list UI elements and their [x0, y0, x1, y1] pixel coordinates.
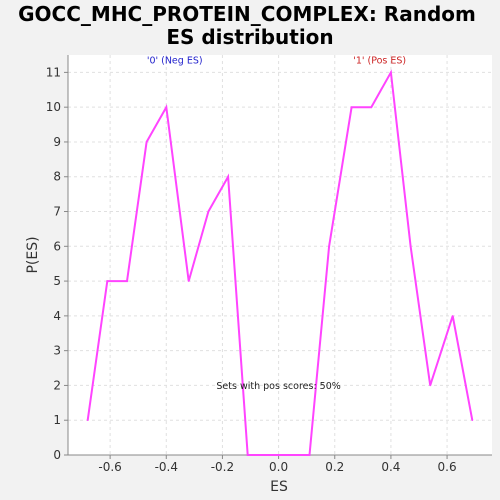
x-tick-label: 0.4 — [381, 460, 400, 474]
annotation-label: '1' (Pos ES) — [353, 56, 406, 67]
data-point — [328, 245, 330, 248]
data-point — [207, 210, 210, 213]
y-tick-label: 0 — [53, 448, 61, 462]
y-tick-label: 5 — [53, 274, 61, 288]
x-tick-label: -0.2 — [211, 460, 234, 474]
x-tick-label: -0.6 — [98, 460, 121, 474]
x-tick-label: 0.2 — [325, 460, 344, 474]
data-point — [227, 175, 229, 178]
data-point — [187, 280, 190, 282]
y-tick-label: 6 — [53, 239, 61, 253]
chart-title-line1: GOCC_MHC_PROTEIN_COMPLEX: Random — [18, 2, 476, 26]
data-point — [451, 315, 454, 317]
data-point — [471, 419, 474, 422]
data-point — [106, 280, 109, 282]
y-axis-label: P(ES) — [25, 236, 41, 273]
data-point — [429, 384, 432, 387]
x-tick-label: 0.6 — [438, 460, 457, 474]
annotation-layer: '0' (Neg ES) '1' (Pos ES) Sets with pos sc… — [147, 56, 406, 392]
plot-area — [68, 55, 492, 455]
y-tick-label: 8 — [53, 170, 61, 184]
data-point — [350, 106, 353, 108]
y-tick-label: 1 — [53, 413, 61, 427]
x-tick-label: 0.0 — [269, 460, 288, 474]
data-point — [390, 71, 392, 74]
series-line — [86, 69, 474, 456]
data-point — [266, 454, 269, 456]
data-point — [246, 454, 249, 456]
data-point — [370, 106, 373, 108]
data-point — [86, 419, 89, 422]
data-point — [308, 454, 311, 456]
y-tick-label: 7 — [53, 205, 61, 219]
y-tick-label: 10 — [46, 100, 61, 114]
annotation-label: Sets with pos scores: 50% — [216, 381, 340, 392]
data-point — [126, 280, 128, 282]
y-tick-label: 9 — [53, 135, 61, 149]
x-axis-label: ES — [270, 479, 288, 495]
data-point — [289, 454, 291, 456]
x-tick-label: -0.4 — [155, 460, 178, 474]
grid-layer — [68, 55, 492, 456]
y-tick-label: 4 — [53, 309, 61, 323]
y-tick-label: 2 — [53, 378, 61, 392]
annotation-label: '0' (Neg ES) — [147, 56, 203, 67]
data-point — [409, 245, 412, 248]
data-point — [145, 141, 148, 143]
data-point — [165, 106, 168, 108]
series-layer — [86, 69, 474, 456]
y-tick-label: 3 — [53, 344, 61, 358]
y-tick-label: 11 — [46, 65, 61, 79]
chart-title-line2: ES distribution — [166, 25, 333, 49]
